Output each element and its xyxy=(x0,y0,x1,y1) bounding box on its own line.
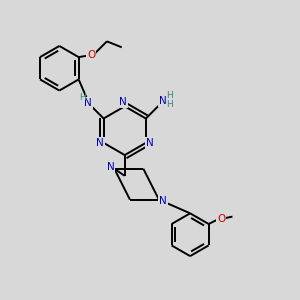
Text: O: O xyxy=(87,50,95,60)
Text: H: H xyxy=(166,100,173,109)
Text: N: N xyxy=(159,196,167,206)
Text: N: N xyxy=(119,98,127,107)
Text: H: H xyxy=(166,91,173,100)
Text: H: H xyxy=(80,93,86,102)
Text: N: N xyxy=(106,162,114,172)
Text: N: N xyxy=(159,96,167,106)
Text: O: O xyxy=(217,214,225,224)
Text: N: N xyxy=(84,98,92,108)
Text: N: N xyxy=(96,138,103,148)
Text: N: N xyxy=(146,138,154,148)
